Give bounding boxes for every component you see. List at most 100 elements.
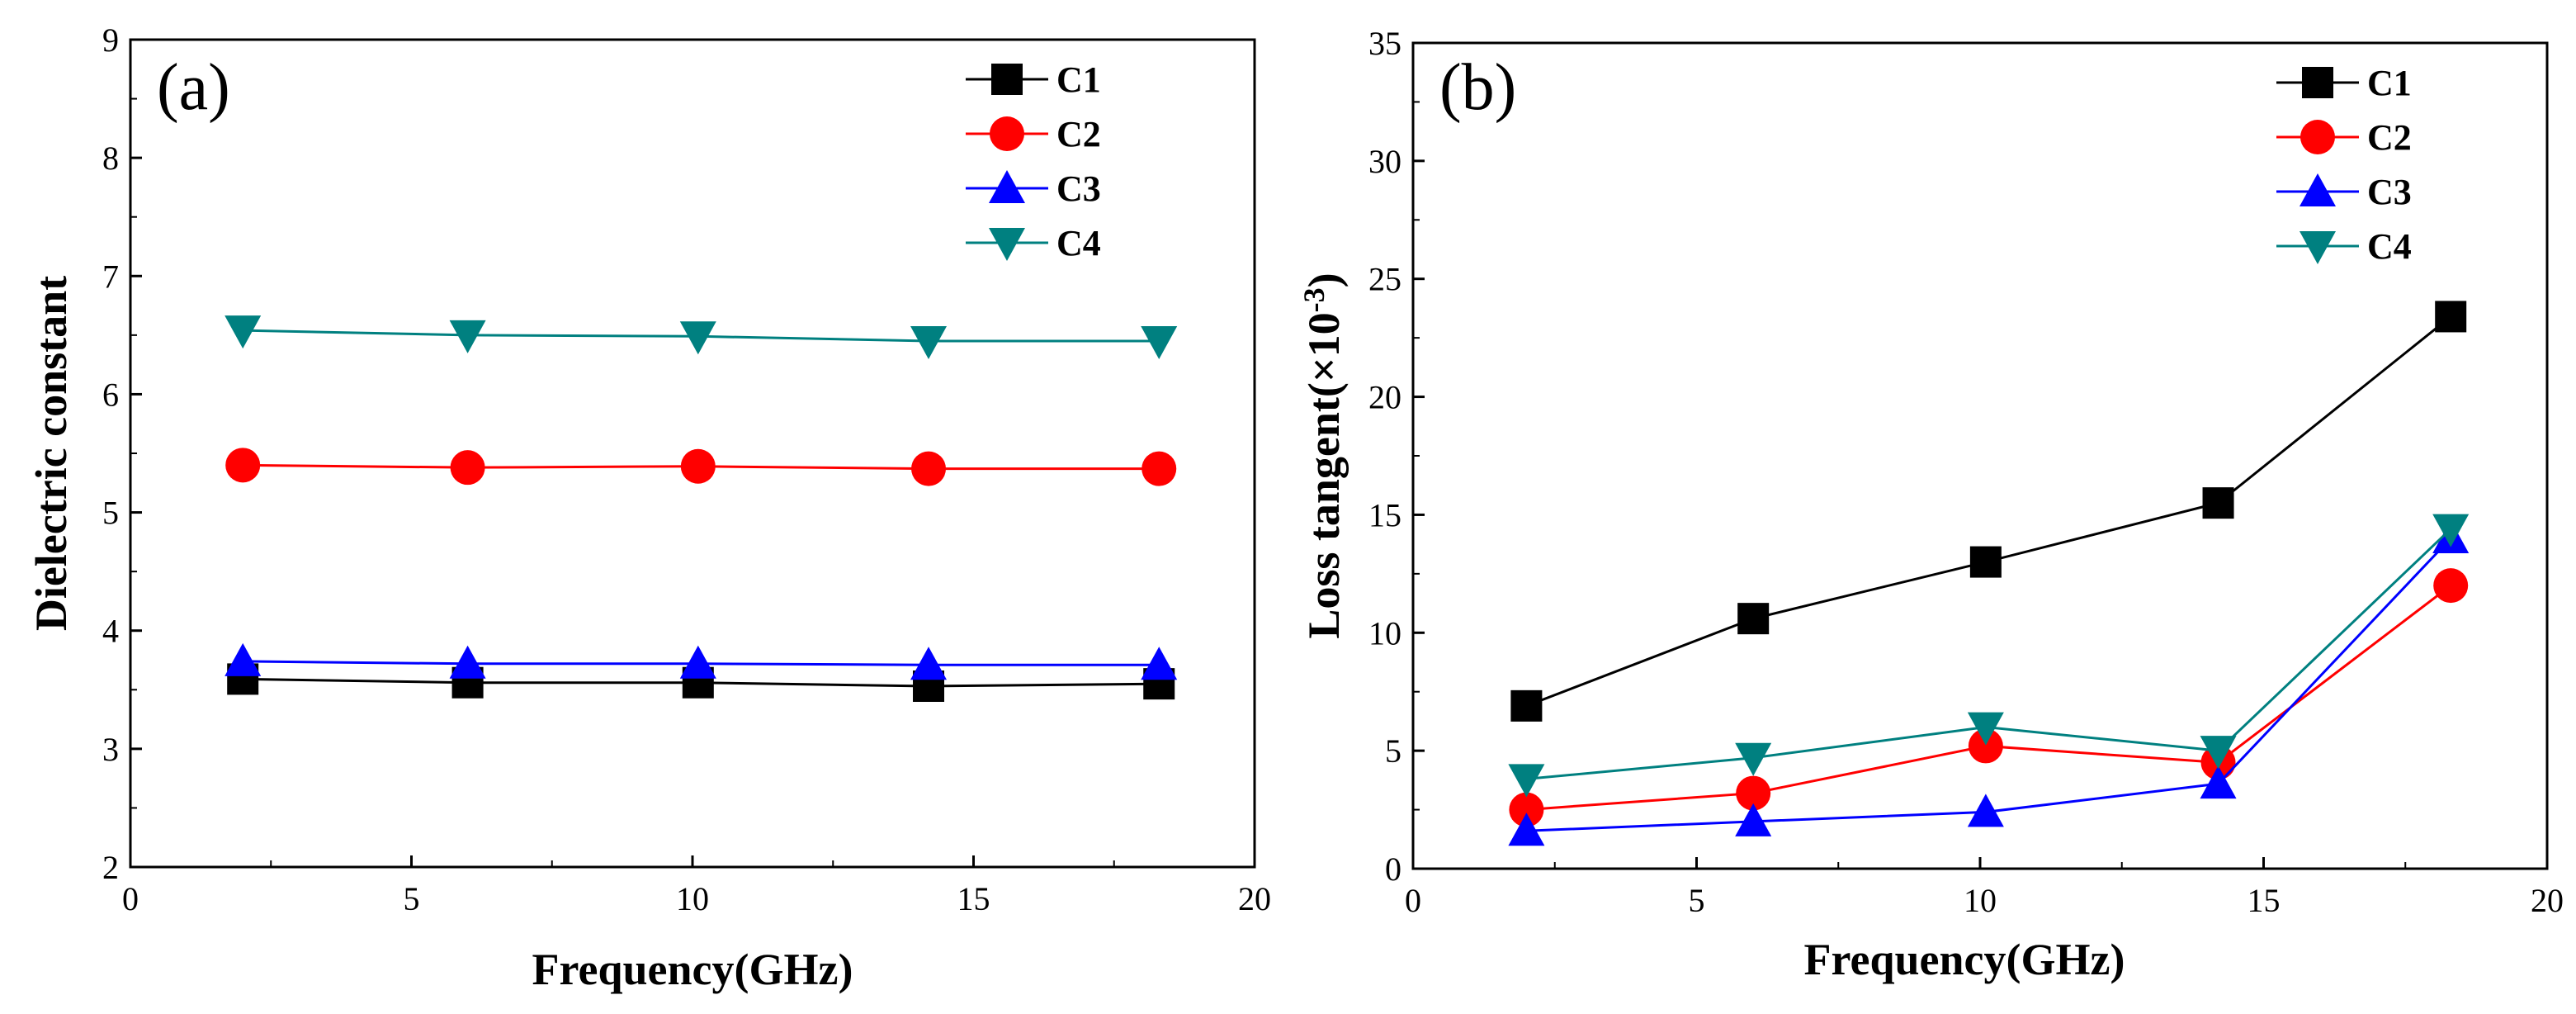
panel-a-legend-item-c2: C2 <box>966 114 1101 154</box>
panel-a-axis-ticks: 0 5 10 15 20 2 3 4 5 6 7 8 9 <box>102 21 1271 917</box>
panel-a-x-tick-label-2: 10 <box>676 880 709 917</box>
panel-b-legend-item-c1: C1 <box>2276 63 2412 103</box>
panel-b-series-c3 <box>1508 520 2470 846</box>
panel-a-legend-c4-marker-0 <box>989 228 1025 261</box>
panel-b-y-axis-title: Loss tangent(×10-3) <box>1297 272 1349 638</box>
panel-b-y-tick-label-4: 20 <box>1368 379 1401 416</box>
panel-b-legend-label-c2: C2 <box>2367 117 2412 158</box>
panel-b-c1-marker-1 <box>1737 603 1770 635</box>
panel-b-x-tick-label-1: 5 <box>1689 882 1705 919</box>
panel-b-series <box>1508 301 2470 846</box>
panel-a-c4-marker-1 <box>449 320 486 353</box>
panel-b-legend-label-c3: C3 <box>2367 172 2412 212</box>
panel-a-series-c3 <box>225 642 1178 680</box>
panel-b-y-tick-label-5: 25 <box>1368 261 1401 298</box>
panel-b-legend-label-c4: C4 <box>2367 226 2412 267</box>
panel-a-c2-marker-4 <box>1141 451 1177 486</box>
panel-b-legend-item-c4: C4 <box>2276 226 2412 267</box>
panel-b-label: (b) <box>1439 51 1516 124</box>
panel-b-c1-marker-4 <box>2435 301 2467 333</box>
panel-b-y-axis-title-close: ) <box>1299 272 1349 287</box>
panel-a-c4-marker-3 <box>910 326 948 360</box>
panel-b-series-c2 <box>1509 568 2469 827</box>
panel-b-x-axis-title: Frequency(GHz) <box>1804 935 2125 984</box>
panel-a-y-tick-label-0: 2 <box>102 849 119 886</box>
panel-b-c2-marker-2 <box>1968 728 2003 764</box>
panel-a-y-tick-label-3: 5 <box>102 495 119 532</box>
panel-b-y-tick-label-0: 0 <box>1385 851 1401 888</box>
panel-b-c1-line <box>1525 315 2452 708</box>
panel-b-y-tick-label-6: 30 <box>1368 143 1401 180</box>
panel-a-c2-marker-1 <box>450 450 485 486</box>
panel-a-c2-marker-2 <box>680 448 716 484</box>
panel-a-y-tick-label-4: 6 <box>102 376 119 413</box>
panel-b-c4-marker-0 <box>1508 764 1545 798</box>
panel-a-y-tick-label-5: 7 <box>102 258 119 295</box>
panel-b-y-axis-title-exponent: -3 <box>1297 287 1331 312</box>
panel-b-legend-c4-marker-0 <box>2299 231 2336 264</box>
panel-b-legend: C1 C2 C3 C4 <box>2276 63 2412 267</box>
panel-b-x-tick-label-3: 15 <box>2248 882 2281 919</box>
panel-a-series-c4 <box>225 315 1178 360</box>
panel-b-c3-marker-1 <box>1735 803 1772 836</box>
panel-b-c3-marker-3 <box>2200 765 2237 799</box>
panel-a-legend-label-c2: C2 <box>1056 114 1101 154</box>
panel-b-x-tick-label-2: 10 <box>1964 882 1997 919</box>
panel-a-y-tick-label-2: 4 <box>102 613 119 650</box>
panel-a-c4-marker-0 <box>225 315 262 349</box>
panel-b-c3-marker-2 <box>1967 794 2004 827</box>
panel-b-legend-item-c3: C3 <box>2276 172 2412 212</box>
panel-b-axis-ticks: 0 5 10 15 20 0 5 10 15 20 25 30 35 <box>1368 25 2564 919</box>
panel-a-c2-marker-3 <box>911 451 947 486</box>
panel-a-y-tick-label-7: 9 <box>102 21 119 59</box>
panel-a-c3-marker-4 <box>1141 647 1178 680</box>
panel-a-x-axis-title: Frequency(GHz) <box>532 945 853 994</box>
panel-a-c3-marker-2 <box>679 645 716 679</box>
panel-b-c4-marker-3 <box>2200 736 2237 770</box>
panel-a-x-tick-label-1: 5 <box>404 880 420 917</box>
panel-b-y-tick-label-2: 10 <box>1368 614 1401 652</box>
panel-a-legend: C1 C2 C3 C4 <box>966 59 1101 263</box>
panel-b-c1-marker-2 <box>1969 546 2002 578</box>
panel-a-legend-label-c4: C4 <box>1056 223 1101 263</box>
panel-b-series-c4 <box>1508 514 2470 798</box>
panel-b-c4-marker-2 <box>1967 712 2004 746</box>
panel-a-y-tick-label-1: 3 <box>102 731 119 768</box>
panel-b-y-axis-title-main: Loss tangent(×10 <box>1299 312 1349 638</box>
panel-b-legend-label-c1: C1 <box>2367 63 2412 103</box>
panel-a-c4-marker-2 <box>679 321 716 355</box>
panel-a-x-tick-label-3: 15 <box>957 880 990 917</box>
panel-a-legend-item-c4: C4 <box>966 223 1101 263</box>
panel-a-legend-c1-marker-0 <box>991 64 1023 95</box>
panel-b-y-tick-label-1: 5 <box>1385 732 1401 770</box>
panel-a-y-tick-label-6: 8 <box>102 140 119 177</box>
panel-a-c3-marker-1 <box>449 645 486 679</box>
panel-b-legend-c3-marker-0 <box>2299 173 2336 206</box>
panel-a-legend-item-c3: C3 <box>966 168 1101 209</box>
panel-a-x-tick-label-4: 20 <box>1238 880 1271 917</box>
panel-b-c2-line <box>1526 584 2452 812</box>
panel-b-y-tick-label-7: 35 <box>1368 25 1401 62</box>
panel-b-c4-marker-1 <box>1735 742 1772 776</box>
panel-a-c4-marker-4 <box>1141 326 1178 360</box>
panel-a-c2-marker-0 <box>225 448 261 483</box>
panel-a-c3-marker-0 <box>225 642 262 676</box>
panel-b-c1-marker-3 <box>2202 487 2234 519</box>
panel-a-series-c2 <box>225 448 1177 486</box>
panel-b-loss-tangent: (b) Frequency(GHz) Loss tangent(×10-3) 0… <box>1297 25 2564 984</box>
panel-a-dielectric-constant: (a) Frequency(GHz) Dielectric constant 0… <box>26 21 1271 994</box>
panel-a-y-axis-title: Dielectric constant <box>26 276 76 631</box>
panel-a-c3-marker-3 <box>910 647 948 680</box>
panel-b-legend-c1-marker-0 <box>2302 67 2333 98</box>
panel-b-c2-marker-4 <box>2433 568 2469 604</box>
panel-b-c3-marker-0 <box>1508 813 1545 846</box>
panel-b-c4-marker-4 <box>2432 514 2470 547</box>
panel-a-legend-c3-marker-0 <box>989 170 1025 203</box>
panel-b-y-tick-label-3: 15 <box>1368 496 1401 533</box>
panel-a-label: (a) <box>157 51 230 124</box>
panel-b-legend-item-c2: C2 <box>2276 117 2412 158</box>
panel-a-legend-label-c1: C1 <box>1056 59 1101 100</box>
panel-b-x-tick-label-4: 20 <box>2531 882 2564 919</box>
panel-a-legend-label-c3: C3 <box>1056 168 1101 209</box>
